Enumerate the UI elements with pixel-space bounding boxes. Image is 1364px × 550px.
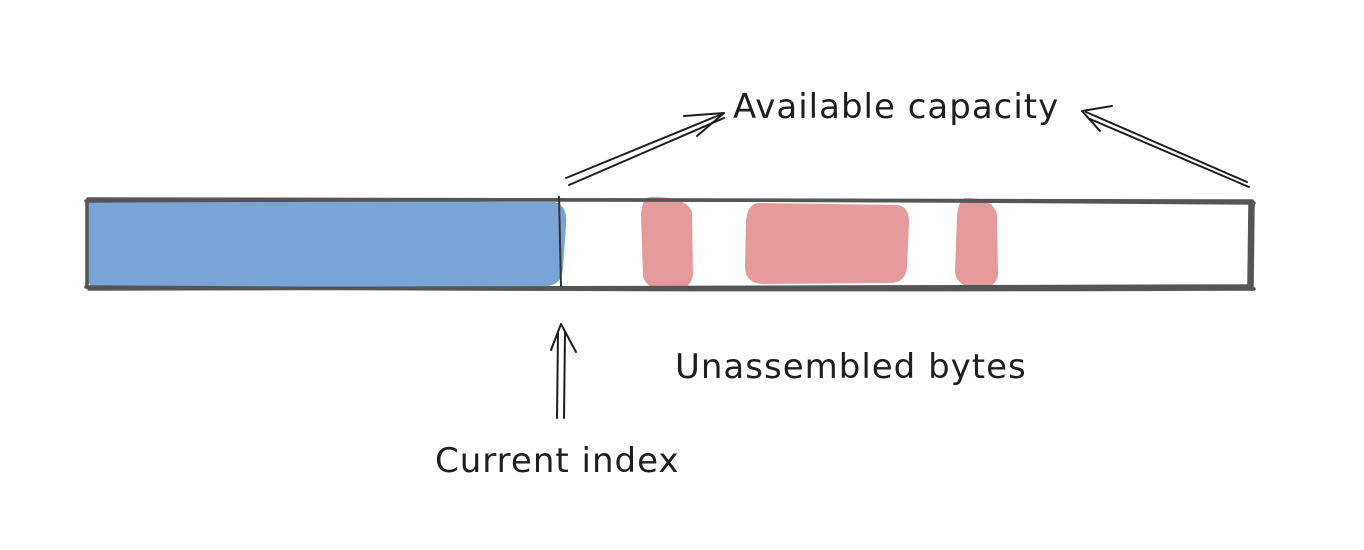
current-index-arrow (550, 323, 577, 419)
available-capacity-right-arrow (1081, 105, 1250, 188)
unassembled-chunk-1 (641, 196, 693, 292)
unassembled-chunk-2 (745, 203, 909, 284)
current-index-divider (558, 195, 562, 288)
buffer-outline (84, 197, 1256, 292)
unassembled-chunk-3 (955, 197, 998, 288)
available-capacity-label: Available capacity (733, 87, 1059, 127)
assembled-bytes-region (86, 197, 567, 289)
current-index-label: Current index (435, 441, 680, 481)
available-capacity-left-arrow (565, 112, 725, 186)
unassembled-bytes-label: Unassembled bytes (675, 347, 1027, 387)
